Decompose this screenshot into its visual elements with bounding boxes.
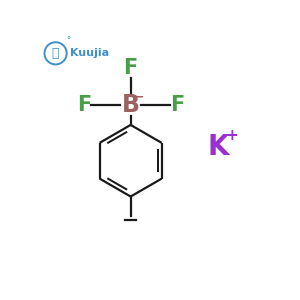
- Text: Ⓚ: Ⓚ: [52, 47, 59, 60]
- Text: +: +: [226, 128, 238, 143]
- Text: −: −: [134, 90, 145, 103]
- Text: F: F: [77, 95, 92, 115]
- Text: K: K: [208, 133, 229, 161]
- Text: F: F: [170, 95, 184, 115]
- Text: B: B: [122, 93, 140, 117]
- Text: F: F: [124, 58, 138, 78]
- Text: Kuujia: Kuujia: [70, 48, 109, 58]
- Text: °: °: [66, 37, 70, 46]
